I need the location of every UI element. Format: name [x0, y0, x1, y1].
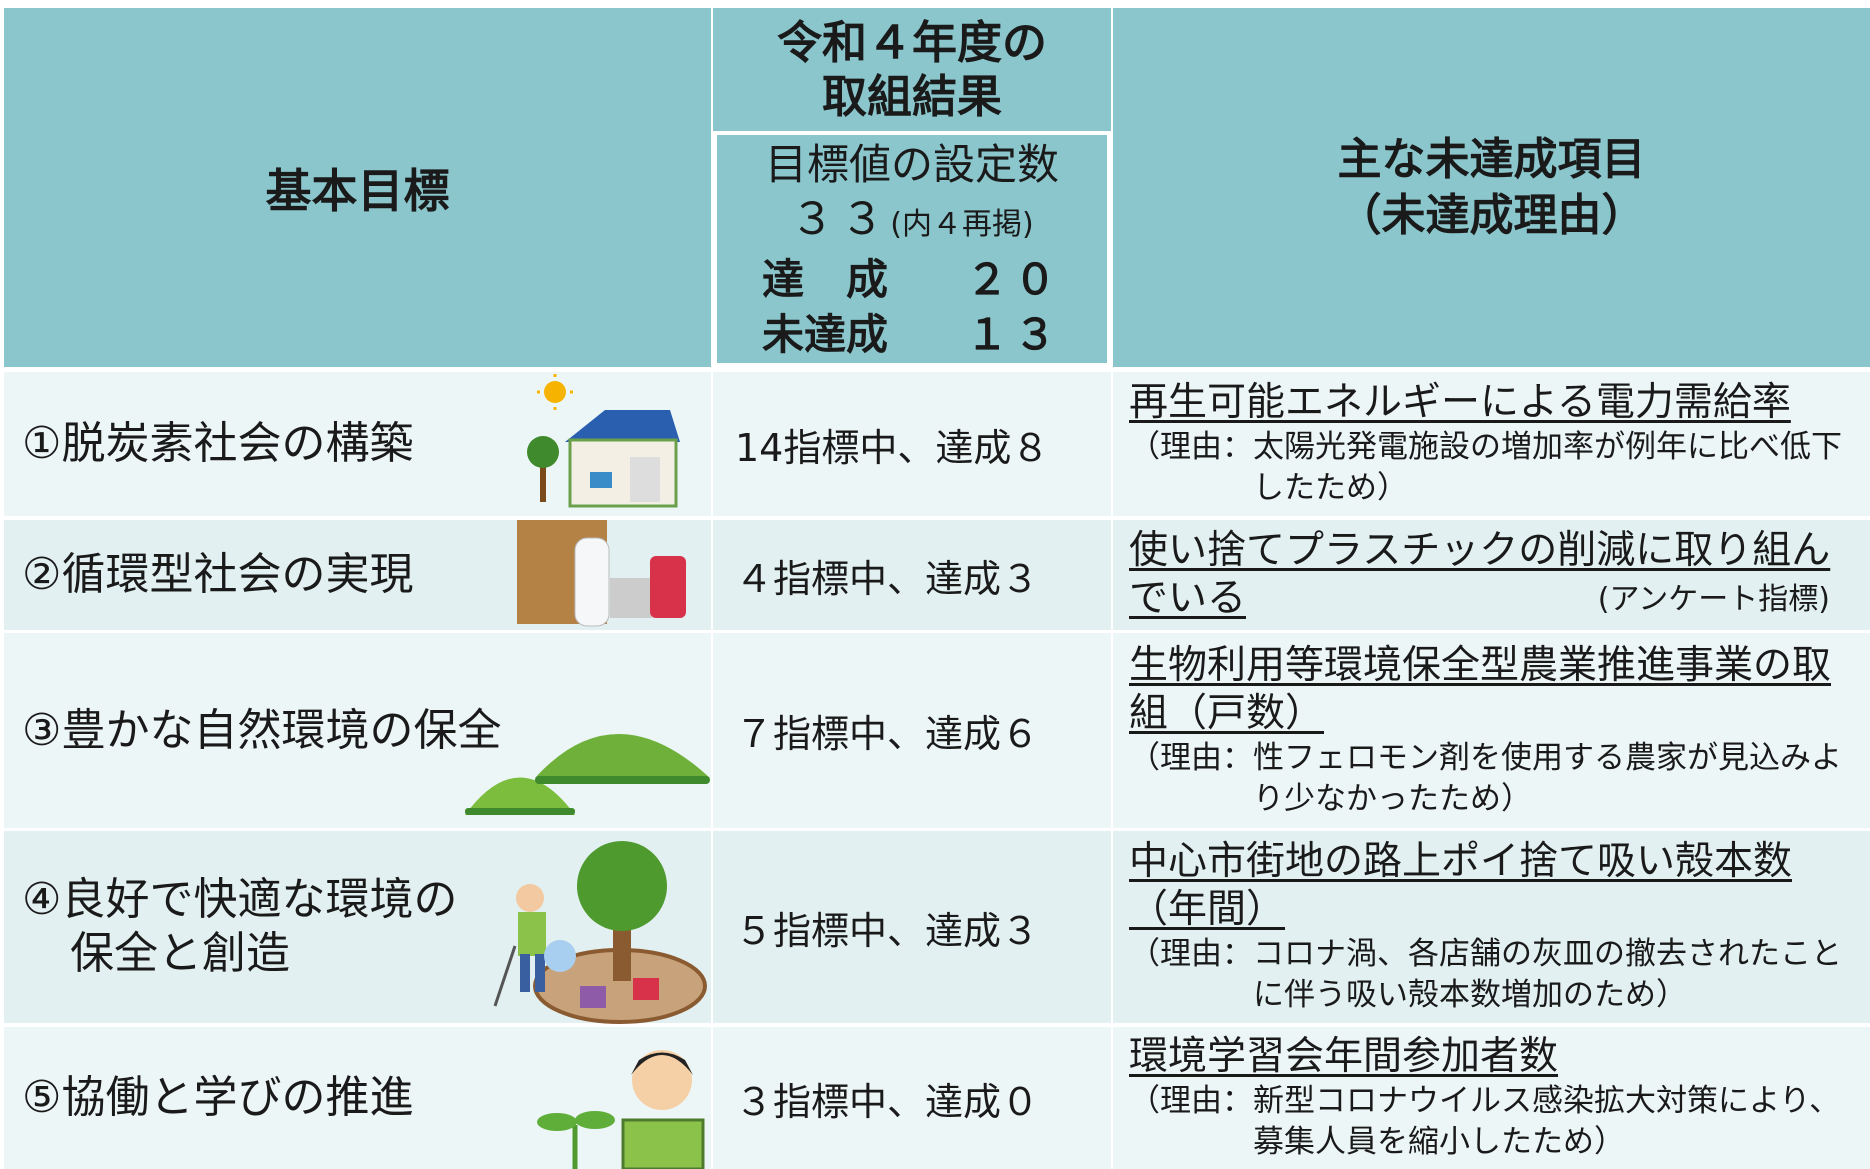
note-text: (アンケート指標): [1597, 582, 1830, 617]
result-cell: ４指標中、達成３: [713, 520, 1111, 630]
header-goal: 基本目標: [4, 8, 711, 367]
reason-text: （理由：コロナ渦、各店舗の灰皿の撤去されたことに伴う吸い殻本数増加のため）: [1129, 936, 1842, 1013]
header-row: 達 成 ２０: [762, 252, 1062, 307]
goal-text: ②循環型社会の実現: [22, 549, 414, 600]
result-cell: ７指標中、達成６: [713, 633, 1111, 828]
result-text: ７指標中、達成６: [735, 712, 1040, 756]
item-cell: 生物利用等環境保全型農業推進事業の取組（戸数） （理由：性フェロモン剤を使用する農…: [1113, 633, 1870, 828]
reason-text: （理由：新型コロナウイルス感染拡大対策により、募集人員を縮小したため）: [1129, 1083, 1841, 1160]
result-cell: 14指標中、達成８: [713, 372, 1111, 516]
park-illustration: [493, 841, 707, 1024]
goal-text: ①脱炭素社会の構築: [22, 418, 414, 469]
header-text: １３: [965, 309, 1062, 359]
house-illustration: [527, 374, 680, 508]
header-text: 主な未達成項目: [1337, 133, 1646, 185]
header-text: 達 成: [762, 254, 889, 304]
header-text: 令和４年度の: [776, 15, 1047, 69]
item-text: 生物利用等環境保全型農業推進事業の取組（戸数）: [1129, 642, 1832, 736]
reason-text: （理由：性フェロモン剤を使用する農家が見込みより少なかったため）: [1129, 739, 1842, 817]
reason-text: （理由：太陽光発電施設の増加率が例年に比べ低下したため）: [1129, 429, 1842, 506]
goal-text: ⑤協働と学びの推進: [22, 1072, 414, 1123]
result-text: ３指標中、達成０: [735, 1079, 1040, 1124]
header-row: 未達成 １３: [762, 307, 1062, 362]
result-cell: ３指標中、達成０: [713, 1027, 1111, 1169]
header-text: 目標値の設定数: [764, 139, 1059, 189]
item-cell: 環境学習会年間参加者数 （理由：新型コロナウイルス感染拡大対策により、募集人員を縮…: [1113, 1027, 1870, 1169]
result-text: ５指標中、達成３: [735, 908, 1040, 953]
goal-cell: ⑤協働と学びの推進: [4, 1027, 711, 1169]
recycle-illustration: [517, 520, 686, 627]
item-text: 中心市街地の路上ポイ捨て吸い殻本数（年間）: [1129, 839, 1793, 932]
result-text: ４指標中、達成３: [735, 556, 1040, 601]
item-text: 環境学習会年間参加者数: [1129, 1034, 1559, 1079]
goal-text: ③豊かな自然環境の保全: [22, 704, 502, 756]
header-targets: 目標値の設定数 ３３(内４再掲) 達 成 ２０ 未達成 １３: [713, 131, 1111, 367]
item-text: 再生可能エネルギーによる電力需給率: [1129, 380, 1791, 425]
goal-text: ④良好で快適な環境の: [22, 874, 458, 925]
item-cell: 再生可能エネルギーによる電力需給率 （理由：太陽光発電施設の増加率が例年に比べ低下…: [1113, 372, 1870, 516]
header-text: ２０: [965, 254, 1062, 304]
item-cell: 使い捨てプラスチックの削減に取り組んでいる (アンケート指標): [1113, 520, 1870, 630]
header-text: 未達成: [762, 309, 889, 359]
header-items: 主な未達成項目 （未達成理由）: [1113, 8, 1870, 367]
goal-text: 保全と創造: [70, 928, 290, 979]
goal-cell: ③豊かな自然環境の保全: [4, 633, 711, 828]
header-result: 令和４年度の 取組結果: [713, 8, 1111, 131]
header-text: ３３: [790, 193, 891, 245]
header-text: 基本目標: [265, 163, 450, 218]
header-text: ３３(内４再掲): [790, 192, 1033, 252]
header-text: (内４再掲): [890, 206, 1034, 242]
mountain-illustration: [465, 734, 710, 815]
header-text: （未達成理由）: [1337, 189, 1646, 241]
item-text: 使い捨てプラスチックの削減に取り組んでいる: [1129, 528, 1831, 621]
result-cell: ５指標中、達成３: [713, 831, 1111, 1023]
reader-illustration: [537, 1050, 705, 1169]
result-text: 14指標中、達成８: [735, 425, 1050, 470]
header-text: 取組結果: [821, 69, 1002, 123]
item-cell: 中心市街地の路上ポイ捨て吸い殻本数（年間） （理由：コロナ渦、各店舗の灰皿の撤去さ…: [1113, 831, 1870, 1023]
